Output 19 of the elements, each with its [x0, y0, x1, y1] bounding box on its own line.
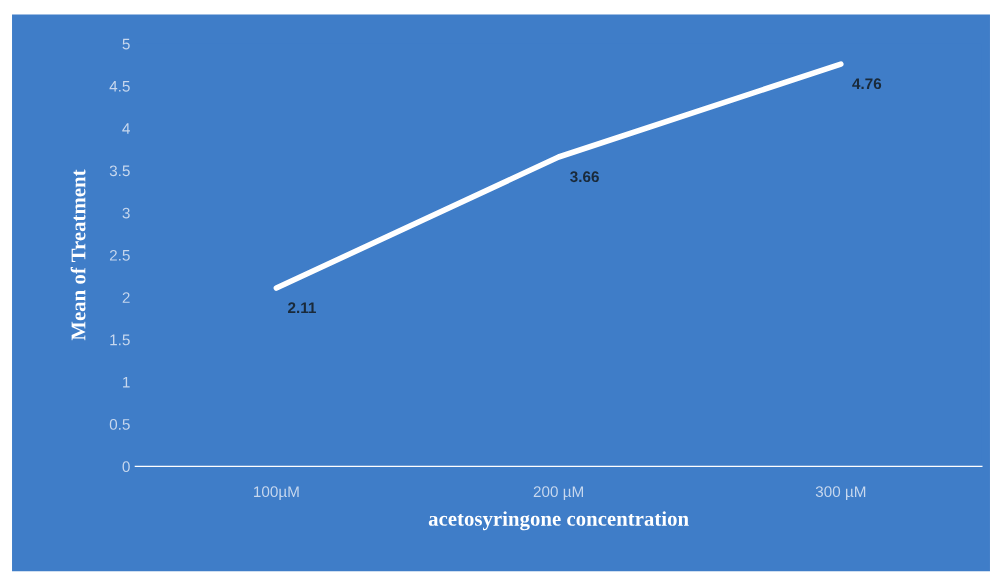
y-tick-label: 1 [123, 376, 130, 388]
y-tick-label: 1.5 [110, 334, 130, 346]
y-tick-label: 5 [122, 38, 130, 50]
y-axis-title: Mean of Treatment [70, 169, 86, 341]
y-tick-label: 0.5 [109, 419, 130, 430]
y-tick-label: 4 [122, 123, 130, 134]
x-tick-label: 300 µM [815, 486, 866, 501]
y-tick-label: 3.5 [109, 165, 130, 177]
x-axis-title: acetosyringone concentration [428, 511, 689, 531]
data-label: 2.11 [288, 302, 316, 313]
y-tick-label: 2.5 [109, 249, 130, 261]
y-tick-label: 2 [122, 292, 130, 303]
x-tick-label: 200 µM [533, 486, 583, 501]
x-tick-label: 100µM [254, 486, 299, 501]
data-label: 3.66 [570, 171, 599, 183]
y-tick-label: 3 [122, 207, 130, 219]
data-label: 4.76 [852, 78, 882, 90]
y-tick-label: 0 [122, 461, 130, 473]
y-tick-label: 4.5 [109, 81, 130, 92]
